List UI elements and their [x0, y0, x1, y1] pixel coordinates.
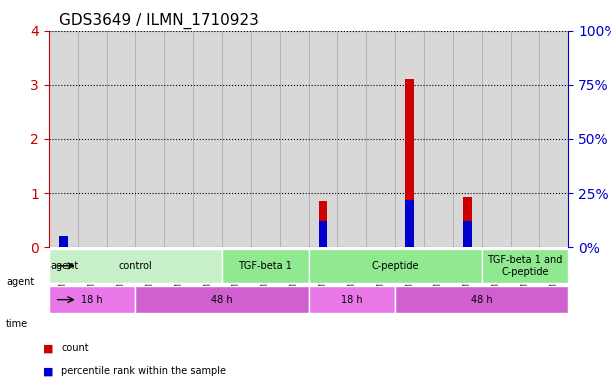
Bar — [405, 200, 414, 247]
FancyBboxPatch shape — [395, 286, 568, 313]
Bar — [395, 31, 424, 247]
Bar — [424, 31, 453, 247]
Text: agent: agent — [50, 261, 79, 271]
FancyBboxPatch shape — [136, 286, 309, 313]
Bar — [251, 31, 280, 247]
Text: TGF-beta 1: TGF-beta 1 — [238, 261, 292, 271]
Text: C-peptide: C-peptide — [371, 261, 419, 271]
Bar — [49, 31, 78, 247]
Text: 18 h: 18 h — [341, 295, 363, 305]
Bar — [193, 31, 222, 247]
Bar — [280, 31, 309, 247]
Bar — [106, 31, 136, 247]
Bar — [337, 31, 366, 247]
Bar — [136, 31, 164, 247]
Bar — [319, 201, 327, 247]
Bar — [366, 31, 395, 247]
Bar — [463, 221, 472, 247]
Bar — [453, 31, 481, 247]
FancyBboxPatch shape — [49, 249, 222, 283]
FancyBboxPatch shape — [222, 249, 309, 283]
Bar — [78, 31, 106, 247]
FancyBboxPatch shape — [49, 286, 136, 313]
Bar — [319, 221, 327, 247]
Bar — [164, 31, 193, 247]
Bar — [222, 31, 251, 247]
Text: percentile rank within the sample: percentile rank within the sample — [61, 366, 226, 376]
Text: ■: ■ — [43, 343, 53, 353]
Text: 18 h: 18 h — [81, 295, 103, 305]
Text: GDS3649 / ILMN_1710923: GDS3649 / ILMN_1710923 — [59, 13, 259, 29]
Text: count: count — [61, 343, 89, 353]
Text: control: control — [119, 261, 152, 271]
Bar — [59, 242, 68, 247]
Bar — [59, 237, 68, 247]
Bar — [405, 79, 414, 247]
Text: 48 h: 48 h — [211, 295, 233, 305]
Text: TGF-beta 1 and
C-peptide: TGF-beta 1 and C-peptide — [487, 255, 563, 276]
Bar — [309, 31, 337, 247]
FancyBboxPatch shape — [309, 286, 395, 313]
Bar — [463, 197, 472, 247]
Text: 48 h: 48 h — [471, 295, 492, 305]
FancyBboxPatch shape — [481, 249, 568, 283]
Text: ■: ■ — [43, 366, 53, 376]
Text: agent: agent — [6, 277, 34, 287]
Bar — [481, 31, 511, 247]
Bar — [540, 31, 568, 247]
FancyBboxPatch shape — [309, 249, 481, 283]
Text: time: time — [6, 319, 28, 329]
Bar — [511, 31, 540, 247]
